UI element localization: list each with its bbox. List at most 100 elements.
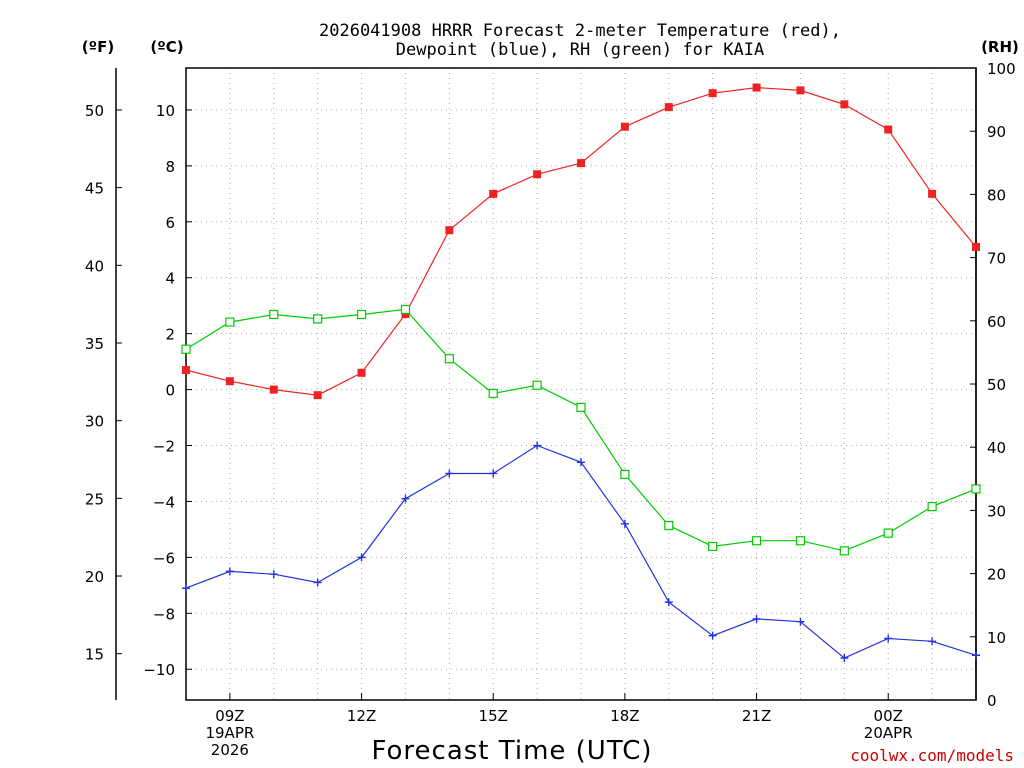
rh-point bbox=[883, 528, 893, 538]
celsius-tick-label: −4 bbox=[153, 493, 175, 511]
dewpoint-point bbox=[225, 567, 234, 576]
chart-title-line-2: Dewpoint (blue), RH (green) for KAIA bbox=[396, 40, 764, 60]
celsius-tick-label: 4 bbox=[165, 270, 175, 288]
axes: −10 −8 −6 −4 −2 0 2 4 6 8 10 15 20 25 30 35 40 45 50 0 10 20 3… bbox=[85, 60, 1016, 759]
celsius-tick-label: −2 bbox=[153, 438, 175, 456]
x-tick-label: 18Z bbox=[610, 707, 639, 725]
temperature-point bbox=[620, 122, 629, 131]
temperature-point bbox=[225, 377, 234, 386]
dewpoint-point bbox=[928, 637, 937, 646]
rh-point bbox=[839, 546, 849, 556]
rh-point bbox=[225, 317, 235, 327]
celsius-tick-label: −6 bbox=[153, 549, 175, 567]
temperature-point bbox=[357, 368, 366, 377]
rh-point bbox=[532, 380, 542, 390]
dewpoint-point bbox=[884, 634, 893, 643]
x-tick-label: 21Z bbox=[742, 707, 771, 725]
rh-tick-label: 70 bbox=[987, 250, 1006, 268]
rh-point bbox=[927, 502, 937, 512]
fahrenheit-tick-label: 50 bbox=[85, 102, 104, 120]
dewpoint-point bbox=[664, 598, 673, 607]
dewpoint-point bbox=[796, 617, 805, 626]
temperature-point bbox=[884, 125, 893, 134]
temperature-point bbox=[928, 189, 937, 198]
fahrenheit-tick-label: 15 bbox=[85, 646, 104, 664]
rh-tick-label: 20 bbox=[987, 566, 1006, 584]
x-tick-label: 00Z bbox=[874, 707, 903, 725]
rh-point bbox=[488, 388, 498, 399]
dewpoint-point bbox=[620, 519, 629, 528]
fahrenheit-unit-label: (ºF) bbox=[82, 38, 114, 56]
temperature-point bbox=[752, 83, 761, 92]
dewpoint-point bbox=[445, 469, 454, 478]
rh-point bbox=[400, 304, 411, 315]
dewpoint-point bbox=[533, 441, 542, 450]
dewpoint-point bbox=[577, 458, 585, 467]
dewpoint-point bbox=[840, 654, 849, 663]
x-tick-label: 09Z bbox=[215, 707, 244, 725]
temperature-point bbox=[577, 159, 585, 168]
rh-point bbox=[620, 469, 630, 479]
rh-unit-label: (RH) bbox=[981, 38, 1019, 56]
x-tick-label: 20APR bbox=[864, 724, 913, 742]
rh-tick-label: 100 bbox=[987, 60, 1016, 78]
temperature-point bbox=[533, 170, 542, 179]
rh-point bbox=[269, 309, 279, 320]
celsius-tick-label: −10 bbox=[143, 661, 175, 679]
series bbox=[181, 83, 981, 663]
rh-tick-label: 90 bbox=[987, 123, 1006, 141]
rh-point bbox=[181, 344, 191, 354]
fahrenheit-tick-label: 45 bbox=[85, 180, 104, 198]
dewpoint-point bbox=[972, 651, 980, 660]
dewpoint-point bbox=[489, 469, 498, 478]
credit-link[interactable]: coolwx.com/models bbox=[850, 746, 1014, 765]
temperature-point bbox=[664, 103, 673, 112]
rh-point bbox=[444, 354, 454, 364]
rh-point bbox=[356, 309, 367, 320]
x-tick-label: 15Z bbox=[479, 707, 508, 725]
rh-series-line bbox=[185, 308, 977, 552]
dewpoint-point bbox=[269, 570, 278, 579]
dewpoint-point bbox=[313, 578, 322, 587]
rh-point bbox=[313, 314, 323, 324]
rh-point bbox=[751, 536, 762, 546]
temperature-point bbox=[840, 100, 849, 109]
temperature-point bbox=[708, 89, 717, 98]
fahrenheit-tick-label: 35 bbox=[85, 335, 104, 353]
temperature-point bbox=[972, 242, 980, 251]
temperature-point bbox=[401, 310, 410, 319]
temperature-point bbox=[489, 189, 498, 198]
temperature-point bbox=[269, 385, 278, 394]
chart-title-line-1: 2026041908 HRRR Forecast 2-meter Tempera… bbox=[319, 21, 841, 41]
temperature-point bbox=[182, 366, 190, 375]
fahrenheit-tick-label: 20 bbox=[85, 568, 104, 586]
dewpoint-point bbox=[708, 631, 717, 640]
rh-tick-label: 0 bbox=[987, 692, 997, 710]
rh-point bbox=[576, 402, 586, 412]
x-tick-label: 19APR bbox=[205, 724, 254, 742]
x-tick-label: 12Z bbox=[347, 707, 376, 725]
x-axis-label: Forecast Time (UTC) bbox=[371, 736, 652, 766]
dewpoint-point bbox=[401, 494, 410, 503]
rh-tick-label: 60 bbox=[987, 313, 1006, 331]
celsius-tick-label: 6 bbox=[165, 214, 175, 232]
rh-point bbox=[708, 541, 718, 552]
rh-tick-label: 80 bbox=[987, 186, 1006, 204]
rh-tick-label: 50 bbox=[987, 376, 1006, 394]
rh-tick-label: 30 bbox=[987, 502, 1006, 520]
temperature-point bbox=[796, 86, 805, 95]
celsius-tick-label: 2 bbox=[165, 326, 175, 344]
celsius-unit-label: (ºC) bbox=[150, 38, 183, 56]
rh-point bbox=[971, 484, 981, 494]
rh-tick-label: 10 bbox=[987, 629, 1006, 647]
dewpoint-point bbox=[752, 614, 761, 623]
rh-point bbox=[664, 520, 674, 531]
fahrenheit-tick-label: 40 bbox=[85, 257, 104, 275]
dewpoint-point bbox=[357, 553, 366, 562]
rh-tick-label: 40 bbox=[987, 439, 1006, 457]
dewpoint-series-line bbox=[185, 444, 977, 659]
fahrenheit-tick-label: 25 bbox=[85, 490, 104, 508]
temperature-point bbox=[313, 391, 322, 400]
temperature-point bbox=[445, 226, 454, 235]
